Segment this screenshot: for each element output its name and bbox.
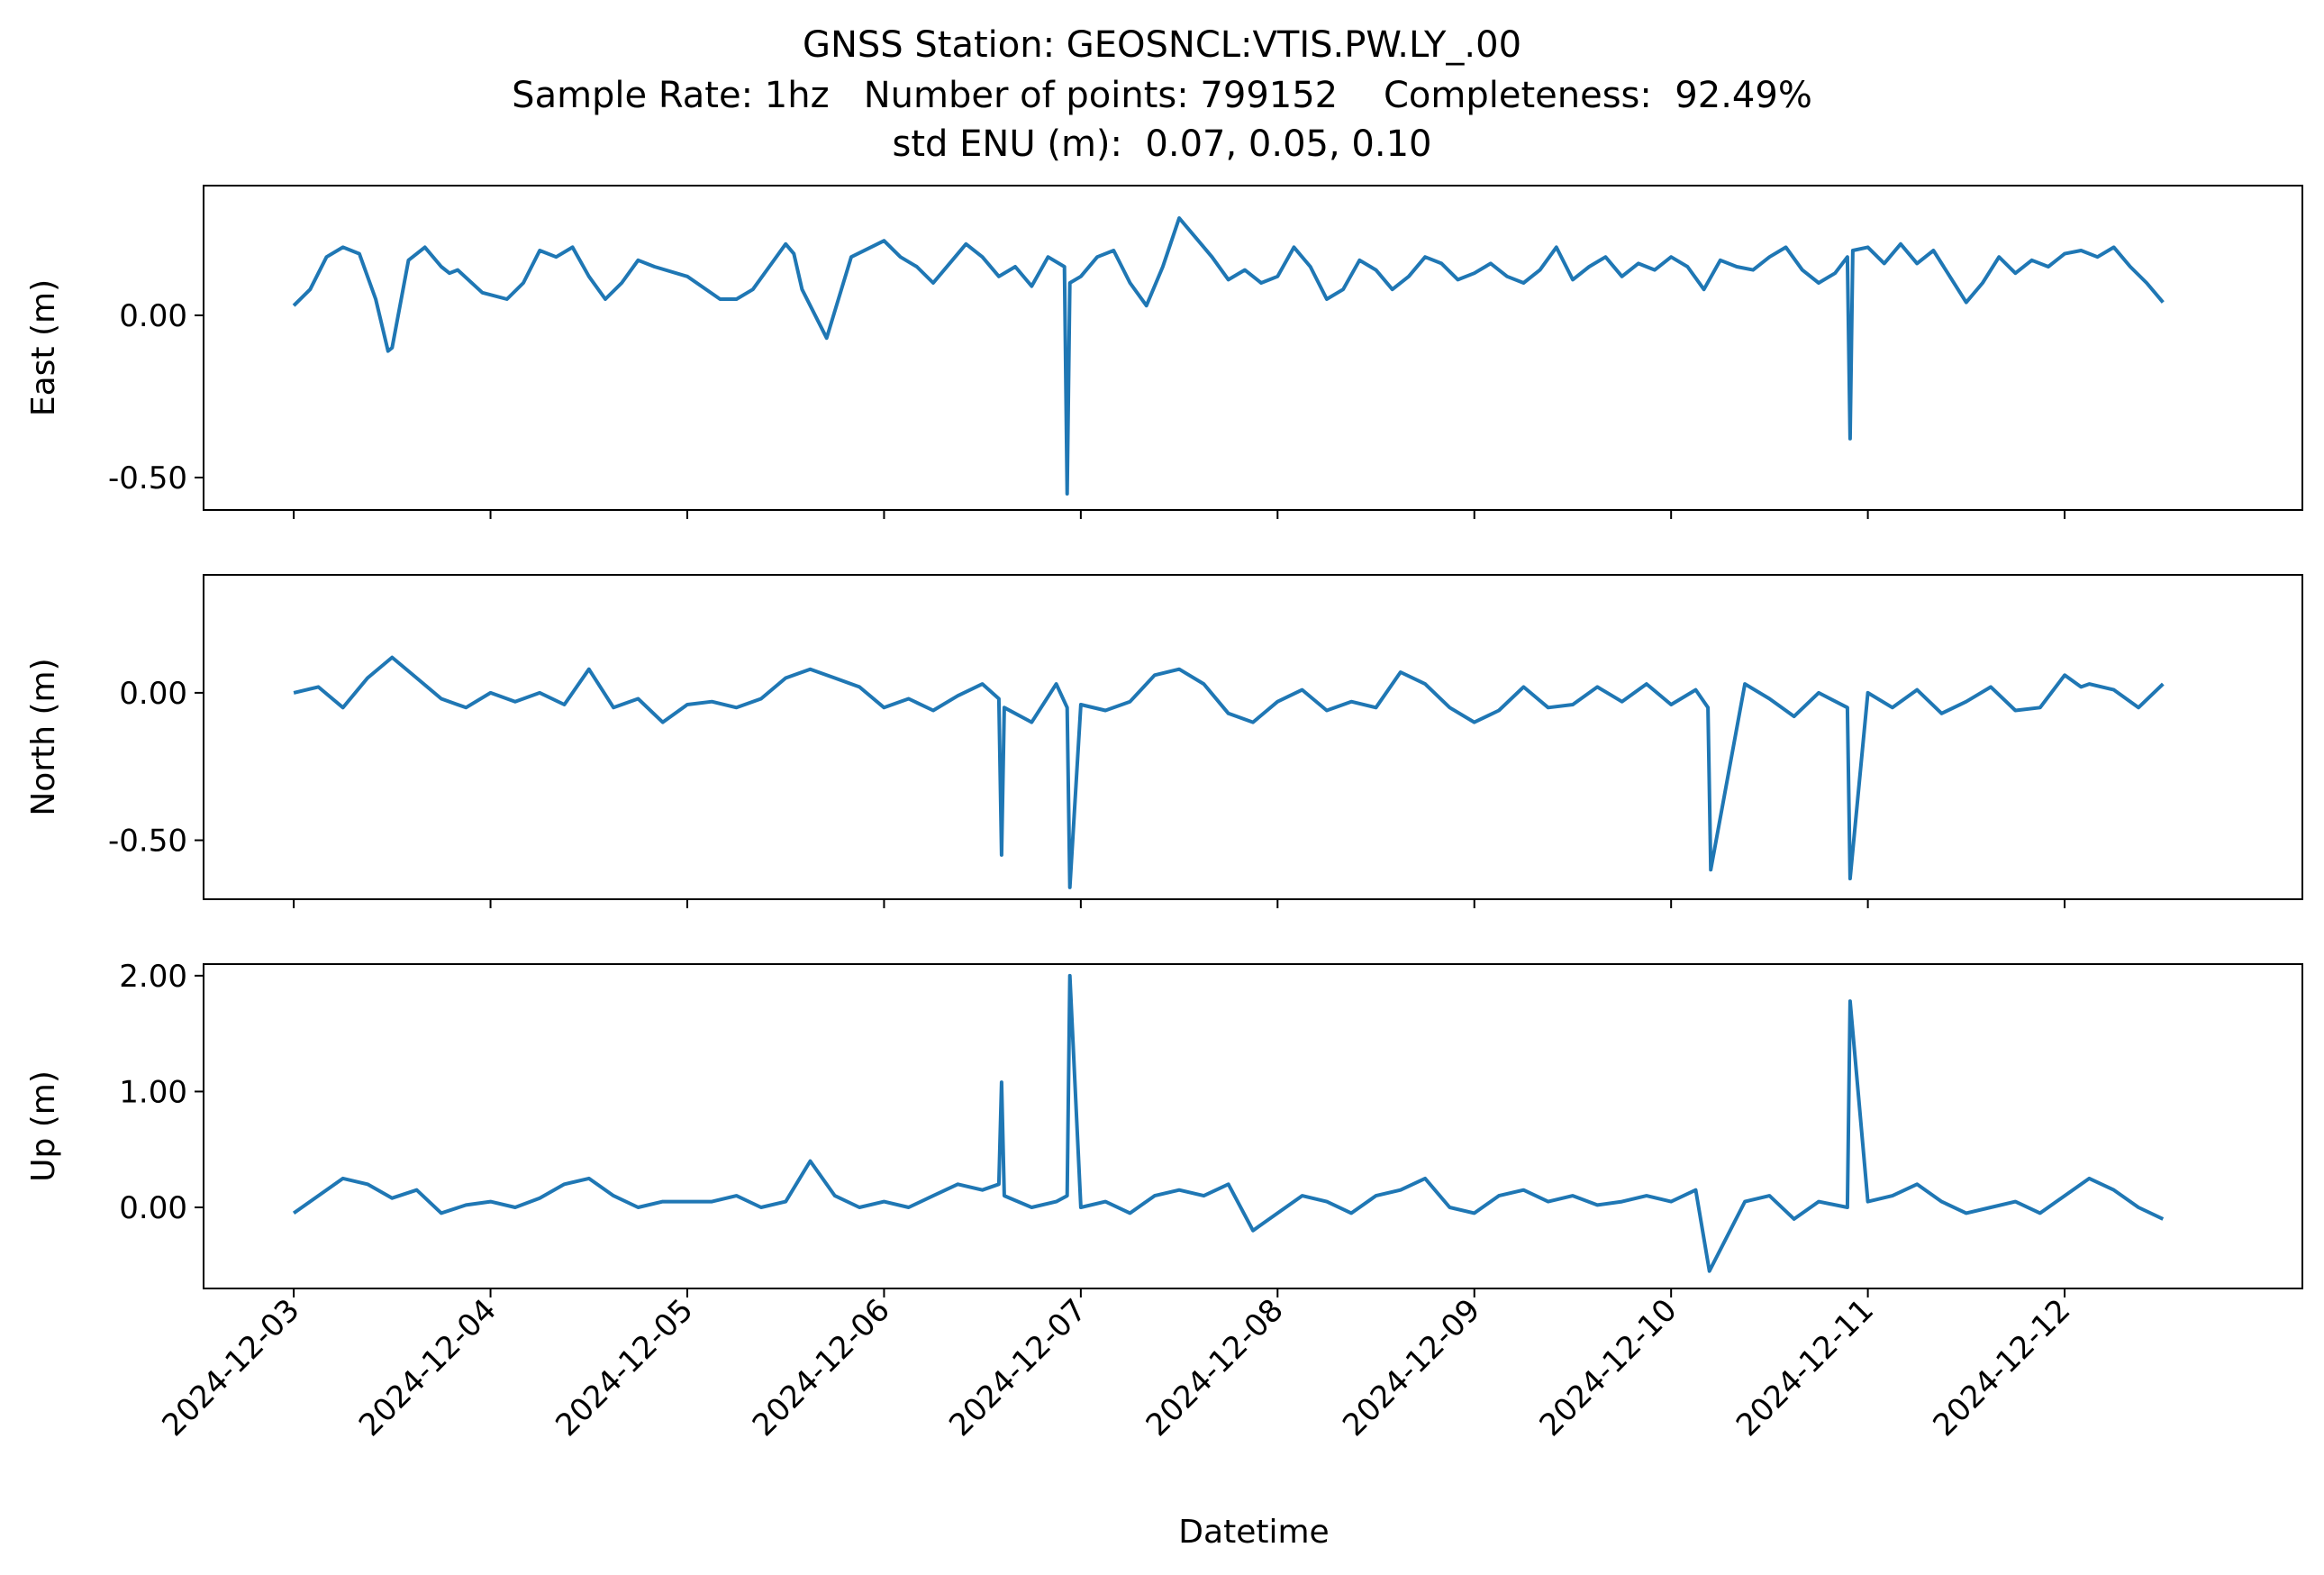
x-tick-label: 2024-12-07 [942, 1292, 1094, 1443]
up-panel: 2.00 1.00 0.00 2024-12-03 2024-12-04 2024-12-… [25, 959, 2303, 1443]
up-series-line [292, 973, 2165, 1273]
x-tick-label: 2024-12-06 [746, 1292, 897, 1443]
north-axes-frame [203, 574, 2303, 900]
up-axes-frame [203, 963, 2303, 1289]
x-tick-label: 2024-12-04 [352, 1292, 504, 1443]
east-axes-frame [203, 185, 2303, 511]
east-series-line [292, 216, 2165, 496]
north-series-line [293, 655, 2165, 889]
north-y-tick-label: -0.50 [108, 824, 187, 860]
up-y-tick-label: 2.00 [119, 959, 187, 995]
north-y-axis-label: North (m) [25, 658, 62, 815]
east-panel: 0.00 -0.50 East (m) [25, 185, 2303, 519]
x-tick-label: 2024-12-09 [1336, 1292, 1487, 1443]
east-y-axis-label: East (m) [25, 279, 62, 416]
up-y-tick-label: 0.00 [119, 1190, 187, 1226]
up-y-axis-label: Up (m) [25, 1070, 62, 1182]
north-y-tick-label: 0.00 [119, 676, 187, 712]
up-y-tick-label: 1.00 [119, 1074, 187, 1110]
x-tick-label: 2024-12-10 [1533, 1292, 1684, 1443]
x-axis-label: Datetime [1178, 1514, 1329, 1551]
chart-subtitle-sample-info: Sample Rate: 1hz Number of points: 79915… [512, 75, 1812, 116]
x-tick-label: 2024-12-11 [1729, 1292, 1881, 1443]
east-y-tick-label: 0.00 [119, 298, 187, 334]
x-tick-label: 2024-12-08 [1139, 1292, 1291, 1443]
x-tick-label: 2024-12-12 [1926, 1292, 2077, 1443]
north-panel: 0.00 -0.50 North (m) [25, 574, 2303, 908]
x-tick-label: 2024-12-03 [155, 1292, 306, 1443]
x-tick-label: 2024-12-05 [549, 1292, 700, 1443]
chart-title: GNSS Station: GEOSNCL:VTIS.PW.LY_.00 [802, 24, 1522, 66]
chart-subtitle-std: std ENU (m): 0.07, 0.05, 0.10 [892, 123, 1432, 165]
east-y-tick-label: -0.50 [108, 460, 187, 496]
